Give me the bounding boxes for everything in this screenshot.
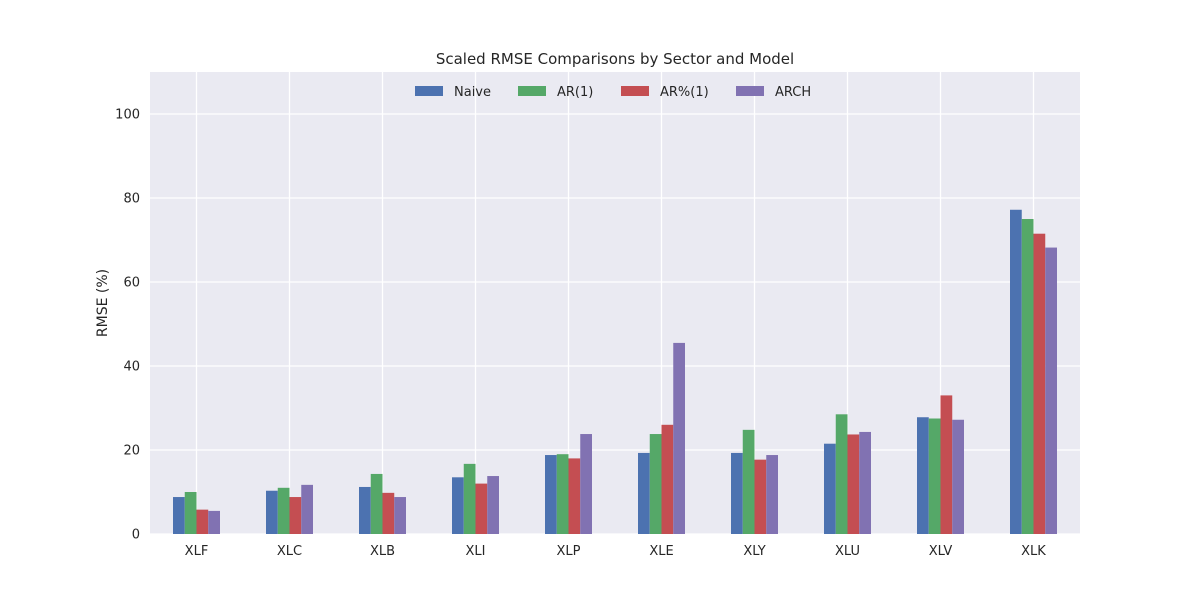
bar-xlb-series-1 (370, 473, 383, 534)
bar-xlk-series-0 (1010, 209, 1022, 534)
bar-xlp-series-0 (545, 455, 557, 534)
y-tick-label: 100 (115, 108, 140, 123)
bar-xlv-series-0 (917, 417, 929, 534)
y-tick-labels: 0 20 40 60 80 100 (115, 108, 140, 543)
bar-xlp-series-1 (556, 454, 569, 534)
bar-xle-series-3 (673, 342, 685, 534)
bar-xli-series-3 (487, 476, 499, 534)
legend-label: AR%(1) (660, 85, 709, 100)
bar-xlf-series-0 (173, 497, 185, 534)
x-tick-label-xlk: XLK (1021, 544, 1046, 559)
bar-xlf-series-2 (196, 509, 209, 534)
y-tick-label: 40 (123, 360, 140, 375)
bar-xlc-series-3 (301, 484, 313, 534)
bar-xlp-series-2 (568, 458, 581, 534)
bar-xlb-series-2 (382, 492, 395, 534)
legend-label: AR(1) (557, 85, 593, 100)
legend-label: ARCH (775, 85, 811, 100)
x-tick-label-xly: XLY (743, 544, 765, 559)
bar-xlb-series-0 (359, 486, 371, 534)
bar-xlk-series-1 (1021, 219, 1034, 534)
y-tick-label: 0 (132, 528, 140, 543)
bar-xlu-series-2 (847, 434, 860, 534)
x-tick-label-xlc: XLC (277, 544, 302, 559)
bar-xly-series-1 (742, 429, 755, 534)
bar-xlc-series-0 (266, 490, 278, 534)
bar-xli-series-1 (463, 463, 476, 534)
legend-label: Naive (454, 85, 491, 100)
bar-xlp-series-3 (580, 434, 592, 534)
y-tick-label: 60 (123, 276, 140, 291)
bar-xlf-series-3 (208, 510, 220, 534)
bar-xlc-series-1 (277, 487, 290, 534)
bar-xli-series-2 (475, 483, 488, 534)
bar-xlk-series-3 (1045, 247, 1057, 534)
bar-xlu-series-1 (835, 414, 848, 534)
bar-xlv-series-1 (928, 418, 941, 534)
y-axis-label: RMSE (%) (95, 269, 111, 337)
bar-xlv-series-2 (940, 395, 953, 534)
x-tick-label-xlb: XLB (370, 544, 395, 559)
y-tick-label: 20 (123, 444, 140, 459)
x-tick-labels: XLF XLC XLB XLI XLP XLE XLY XLU XLV XLK (185, 544, 1047, 559)
bar-xli-series-0 (452, 477, 464, 534)
bar-xly-series-0 (731, 452, 743, 534)
legend-swatch (415, 86, 443, 96)
bar-xle-series-2 (661, 424, 674, 534)
bar-xlb-series-3 (394, 497, 406, 534)
x-tick-label-xlf: XLF (185, 544, 209, 559)
bar-xlu-series-0 (824, 443, 836, 534)
x-tick-label-xle: XLE (649, 544, 673, 559)
bar-xle-series-1 (649, 434, 662, 534)
x-tick-label-xli: XLI (466, 544, 486, 559)
x-tick-label-xlv: XLV (929, 544, 953, 559)
x-tick-label-xlu: XLU (835, 544, 860, 559)
bar-xle-series-0 (638, 452, 650, 534)
y-tick-label: 80 (123, 192, 140, 207)
bar-xlu-series-3 (859, 431, 871, 534)
bar-xlk-series-2 (1033, 233, 1046, 534)
x-tick-label-xlp: XLP (557, 544, 581, 559)
legend: Naive AR(1) AR%(1) ARCH (415, 85, 811, 100)
bar-xlv-series-3 (952, 419, 964, 534)
bar-xly-series-2 (754, 459, 767, 534)
legend-swatch (518, 86, 546, 96)
bar-xly-series-3 (766, 455, 778, 534)
chart-title: Scaled RMSE Comparisons by Sector and Mo… (436, 50, 794, 68)
legend-swatch (621, 86, 649, 96)
bar-xlc-series-2 (289, 497, 302, 534)
legend-swatch (736, 86, 764, 96)
bars (173, 209, 1057, 534)
bar-xlf-series-1 (184, 492, 197, 534)
